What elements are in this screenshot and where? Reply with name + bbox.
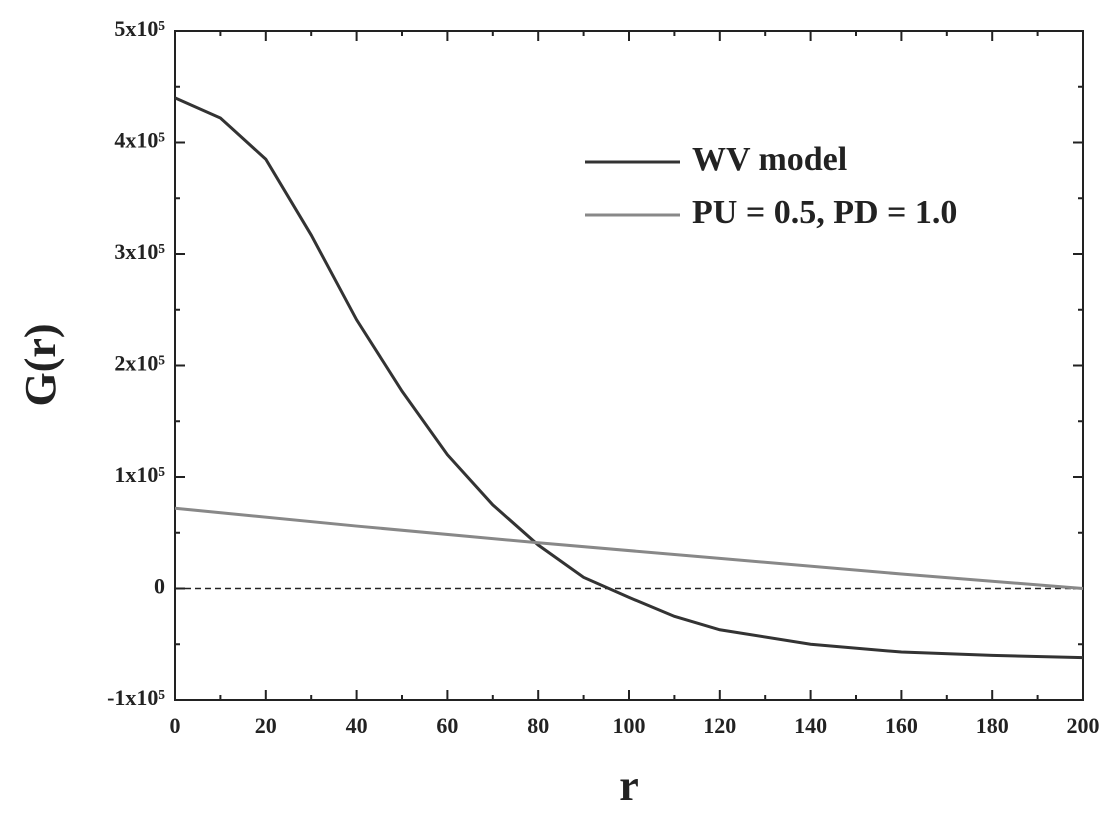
legend-label: WV model <box>692 141 847 178</box>
x-tick-label: 80 <box>527 713 549 738</box>
x-tick-label: 100 <box>613 713 646 738</box>
x-tick-label: 40 <box>346 713 368 738</box>
x-tick-label: 20 <box>255 713 277 738</box>
y-tick-label: 1x10⁵ <box>114 462 165 487</box>
data-line <box>174 96 1084 660</box>
plot-frame <box>174 30 1084 701</box>
x-tick-label: 120 <box>703 713 736 738</box>
y-tick-label: 4x10⁵ <box>114 128 165 153</box>
y-tick-label: -1x10⁵ <box>107 685 165 710</box>
y-tick-label: 0 <box>154 574 165 599</box>
x-tick-label: 140 <box>794 713 827 738</box>
x-tick-label: 200 <box>1067 713 1100 738</box>
x-tick-label: 0 <box>170 713 181 738</box>
x-tick-label: 60 <box>436 713 458 738</box>
legend-label: PU = 0.5, PD = 1.0 <box>692 194 957 231</box>
x-tick-label: 160 <box>885 713 918 738</box>
y-tick-label: 3x10⁵ <box>114 239 165 264</box>
y-tick-label: 5x10⁵ <box>114 16 165 41</box>
y-tick-label: 2x10⁵ <box>114 351 165 376</box>
y-axis-label: G(r) <box>16 323 65 406</box>
x-tick-label: 180 <box>976 713 1009 738</box>
data-line <box>174 506 1084 590</box>
x-axis-label: r <box>619 761 639 810</box>
